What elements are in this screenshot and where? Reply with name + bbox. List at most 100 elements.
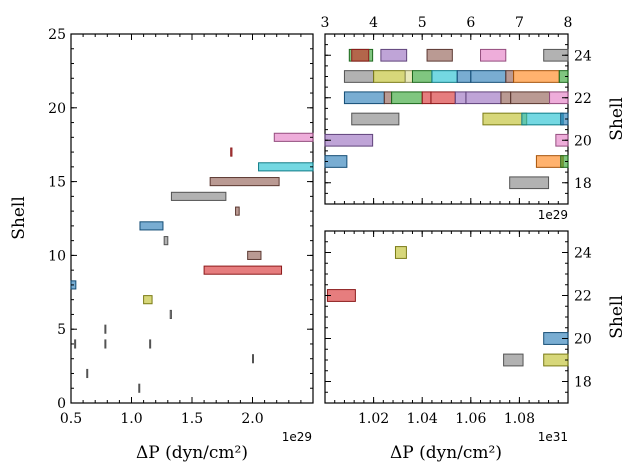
xtick-label-0: 0.5 [60, 411, 82, 427]
bar-shell-21-27 [482, 112, 528, 126]
bar-shell-23-11 [456, 70, 472, 83]
xtick-label-2: 1.5 [181, 411, 203, 427]
top-right-x-offset: 1e29 [538, 208, 568, 222]
top-right-chart: 3 4 5 6 7 8 18 20 22 24 Shell 1e29 [321, 15, 627, 222]
left-chart: 0.5 1.0 1.5 2.0 0 5 10 15 20 25 ΔP (dyn/cm²) Shel… [9, 27, 314, 463]
bar-shell-21-26 [351, 112, 400, 126]
bar-shell-24-3 [426, 48, 453, 62]
bar-shell-23-10 [431, 70, 458, 83]
ytick-label-3: 24 [574, 246, 592, 262]
xtick-label-1: 4 [369, 15, 378, 31]
bar-shell-19-33 [535, 155, 564, 168]
xtick-label-1: 1.04 [407, 411, 438, 427]
bar-shell-22-1 [326, 289, 356, 302]
bar-shell-23-7 [373, 70, 406, 83]
left-bars [70, 132, 314, 393]
bar-shell-11-7 [163, 236, 169, 246]
bar-shell-15-3 [209, 177, 280, 187]
ytick-label-2: 10 [48, 248, 66, 264]
bar-shell-19-32 [324, 155, 348, 168]
top-right-bars [324, 48, 569, 190]
bar-shell-24-1 [351, 48, 370, 62]
ytick-label-3: 15 [48, 175, 66, 191]
ytick-label-1: 20 [574, 133, 592, 149]
bar-shell-22-23 [500, 91, 512, 105]
bar-shell-23-14 [513, 70, 560, 83]
bar-shell-10-8 [247, 250, 262, 260]
bar-shell-19-3 [503, 353, 524, 367]
ytick-label-1: 20 [574, 332, 592, 348]
bar-shell-7-11 [143, 295, 153, 305]
bar-shell-17-1 [230, 147, 233, 157]
xtick-label-3: 6 [466, 15, 475, 31]
left-plot-area [70, 33, 314, 404]
left-xlabel: ΔP (dyn/cm²) [136, 443, 248, 463]
bottom-right-chart: 1.02 1.04 1.06 1.08 18 20 22 24 ΔP (dyn/cm²) Sh… [324, 230, 627, 463]
xtick-label-3: 2.0 [241, 411, 263, 427]
xtick-label-2: 1.06 [455, 411, 486, 427]
ytick-label-4: 20 [48, 101, 66, 117]
xtick-label-5: 8 [564, 15, 573, 31]
bar-shell-23-13 [505, 70, 515, 83]
bar-shell-22-18 [391, 91, 423, 105]
bar-shell-22-19 [421, 91, 432, 105]
bar-shell-4-16 [149, 339, 152, 349]
bar-shell-23-6 [343, 70, 375, 83]
left-ticks: 0.5 1.0 1.5 2.0 0 5 10 15 20 25 [48, 27, 314, 427]
top-right-ticks: 3 4 5 6 7 8 18 20 22 24 [321, 15, 592, 205]
bar-shell-22-17 [383, 91, 393, 105]
ytick-label-3: 24 [574, 48, 592, 64]
ytick-label-5: 25 [48, 27, 66, 43]
ytick-label-2: 22 [574, 289, 592, 305]
bar-shell-20-30 [324, 133, 374, 147]
bar-shell-24-4 [480, 48, 507, 62]
bar-shell-3-17 [252, 354, 254, 364]
xtick-label-4: 7 [515, 15, 524, 31]
xtick-label-1: 1.0 [120, 411, 142, 427]
left-x-offset: 1e29 [282, 430, 312, 444]
bottom-right-ylabel: Shell [607, 295, 627, 339]
bar-shell-4-15 [104, 339, 107, 349]
bar-shell-1-19 [138, 383, 141, 393]
xtick-label-2: 5 [418, 15, 427, 31]
bottom-right-xlabel: ΔP (dyn/cm²) [390, 443, 502, 463]
bar-shell-22-20 [430, 91, 456, 105]
left-ylabel: Shell [9, 196, 29, 240]
bar-shell-6-12 [169, 309, 172, 320]
xtick-label-0: 1.02 [358, 411, 389, 427]
bar-shell-16-2 [258, 162, 314, 172]
bar-shell-22-24 [510, 91, 551, 105]
bar-shell-22-16 [343, 91, 385, 105]
bar-shell-9-9 [203, 265, 283, 275]
bar-shell-22-21 [454, 91, 467, 105]
bottom-right-x-offset: 1e31 [538, 430, 568, 444]
bottom-right-bars [326, 246, 569, 367]
ytick-label-2: 22 [574, 91, 592, 107]
bar-shell-24-2 [380, 48, 408, 62]
xtick-label-3: 1.08 [504, 411, 535, 427]
bar-shell-23-9 [411, 70, 433, 83]
bar-shell-14-4 [170, 191, 227, 201]
bar-shell-12-6 [139, 221, 164, 231]
bar-shell-23-8 [404, 70, 413, 83]
top-right-ylabel: Shell [607, 97, 627, 141]
ytick-label-0: 18 [574, 176, 592, 192]
bar-shell-21-28 [521, 112, 564, 126]
ytick-label-0: 0 [57, 396, 66, 412]
bottom-right-ticks: 1.02 1.04 1.06 1.08 18 20 22 24 [324, 230, 592, 427]
bar-shell-13-5 [235, 206, 240, 216]
bar-shell-19-4 [543, 353, 569, 367]
bar-shell-4-14 [74, 339, 77, 349]
bar-shell-23-12 [470, 70, 507, 83]
bar-shell-18-0 [273, 132, 314, 142]
xtick-label-0: 3 [321, 15, 330, 31]
bottom-right-plot-area [324, 230, 569, 404]
bar-shell-18-35 [509, 176, 550, 190]
bar-shell-5-13 [104, 324, 107, 334]
ytick-label-0: 18 [574, 375, 592, 391]
bar-shell-22-22 [465, 91, 502, 105]
bar-shell-24-0 [394, 246, 407, 259]
ytick-label-1: 5 [57, 322, 66, 338]
bar-shell-2-18 [86, 368, 89, 379]
